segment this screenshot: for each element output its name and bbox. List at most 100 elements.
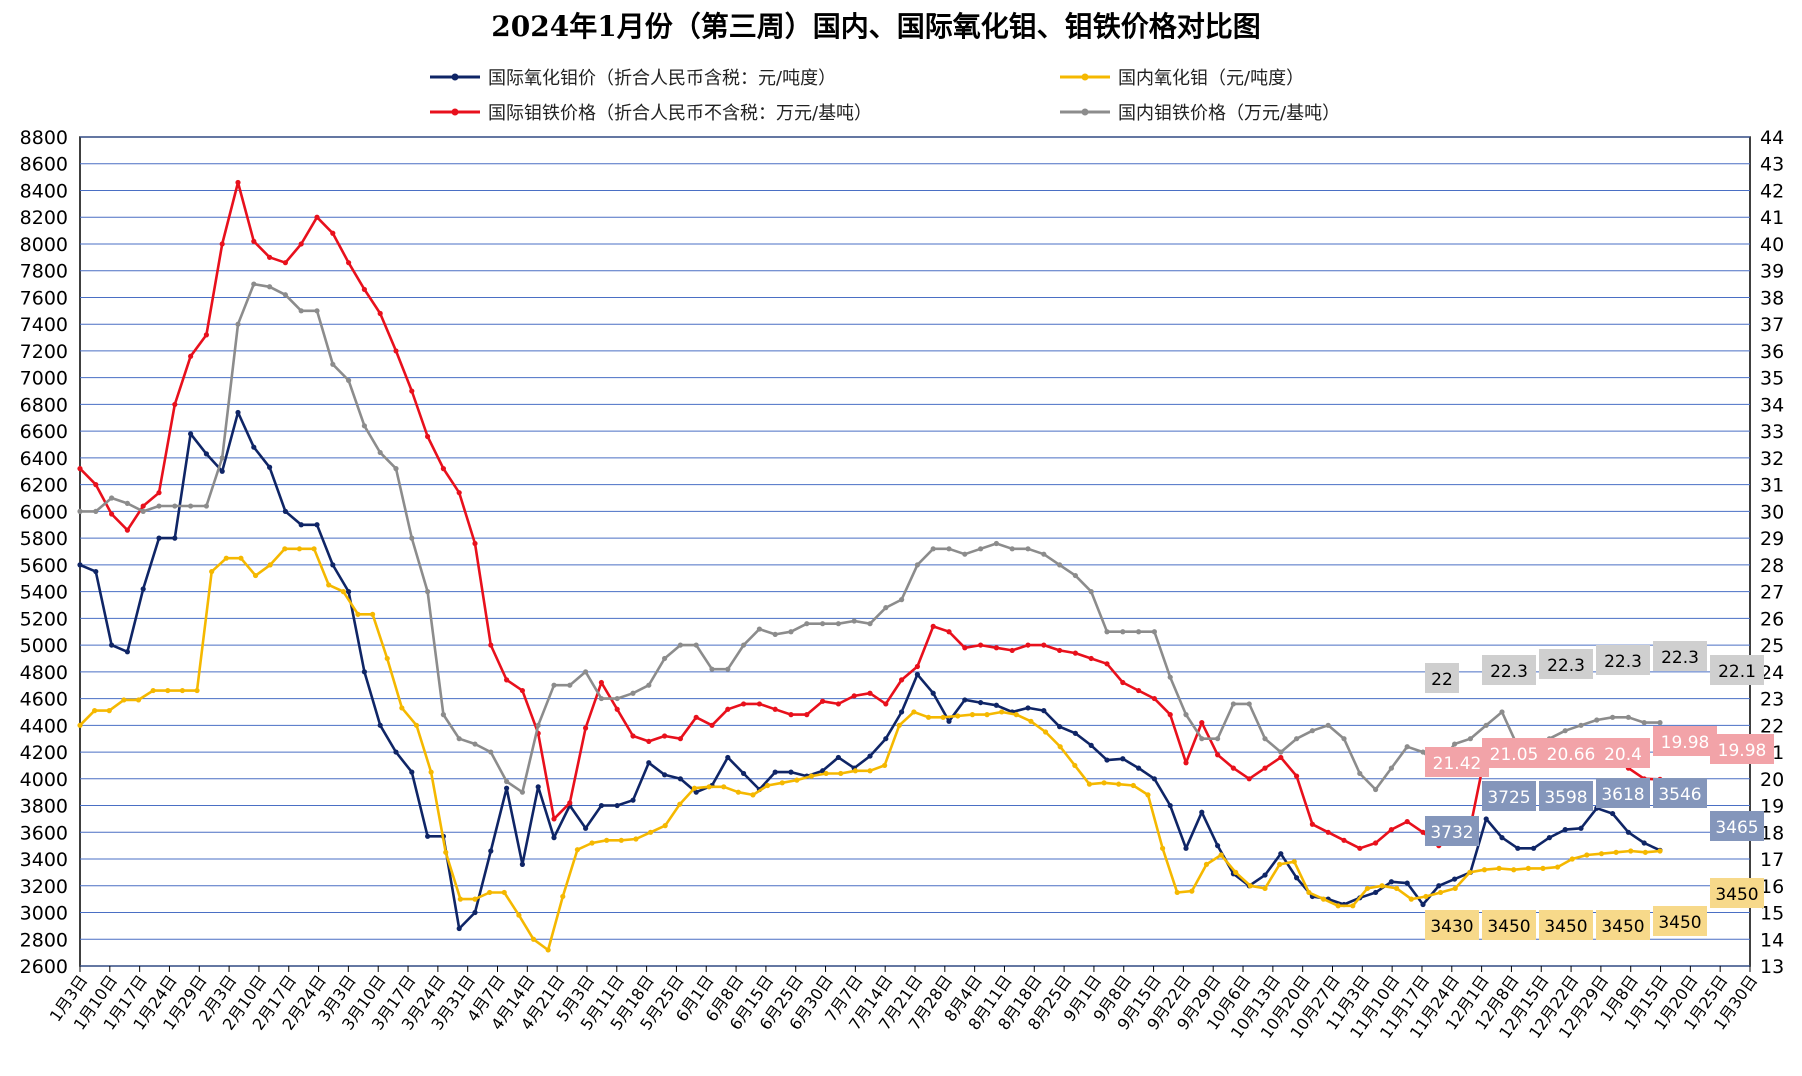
right-tick-label: 44	[1760, 127, 1784, 149]
data-point	[691, 785, 698, 791]
left-tick-label: 3800	[20, 796, 68, 818]
data-point	[725, 666, 731, 672]
data-point	[693, 714, 699, 720]
data-label: 3450	[1653, 906, 1707, 936]
data-point	[1041, 642, 1047, 648]
data-point	[1203, 861, 1210, 867]
data-point	[551, 682, 557, 688]
data-point	[551, 816, 557, 822]
data-point	[614, 802, 620, 809]
data-point	[235, 409, 241, 416]
data-point	[946, 546, 952, 552]
data-point	[1357, 770, 1363, 777]
data-point	[298, 522, 304, 528]
data-point	[472, 896, 478, 902]
data-point	[172, 401, 178, 408]
data-point	[993, 645, 1000, 651]
data-point	[1657, 848, 1663, 854]
left-tick-label: 5200	[20, 608, 68, 630]
data-label-text: 3618	[1601, 785, 1644, 805]
data-point	[425, 833, 431, 839]
data-point	[677, 776, 684, 782]
right-tick-label: 16	[1760, 876, 1784, 898]
data-point	[393, 749, 399, 755]
data-point	[519, 861, 526, 867]
right-tick-label: 20	[1760, 769, 1784, 791]
data-point	[156, 490, 162, 496]
data-point	[425, 589, 431, 595]
series-line	[79, 181, 1661, 850]
data-point	[1625, 714, 1631, 720]
data-point	[1130, 782, 1136, 789]
data-label-text: 22.3	[1490, 662, 1528, 682]
right-tick-label: 32	[1760, 448, 1784, 470]
data-point	[124, 649, 130, 655]
data-point	[883, 605, 889, 611]
data-point	[750, 792, 756, 798]
data-label-text: 3450	[1544, 917, 1587, 937]
data-point	[693, 642, 699, 648]
data-point	[899, 709, 905, 715]
data-point	[425, 433, 431, 440]
data-point	[1057, 562, 1063, 568]
legend-item: 国际氧化钼价（折合人民币含税：元/吨度）	[430, 68, 836, 89]
data-point	[567, 682, 573, 688]
data-point	[930, 546, 936, 552]
data-point	[969, 712, 976, 718]
right-tick-label: 40	[1760, 234, 1784, 256]
data-point	[1306, 889, 1312, 896]
data-point	[930, 690, 936, 696]
data-point	[519, 687, 526, 694]
left-tick-label: 3600	[20, 822, 68, 844]
left-tick-label: 6200	[20, 475, 68, 497]
data-point	[560, 893, 566, 900]
data-point	[1189, 888, 1195, 894]
data-point	[124, 527, 130, 533]
legend-item: 国内钼铁价格（万元/基吨）	[1060, 103, 1340, 124]
data-point	[109, 511, 115, 517]
data-point	[413, 722, 420, 728]
data-point	[340, 589, 346, 595]
data-point	[604, 837, 610, 843]
data-point	[188, 431, 194, 437]
data-point	[1151, 629, 1157, 635]
data-point	[1151, 776, 1157, 782]
data-point	[535, 722, 541, 728]
left-tick-label: 6400	[20, 448, 68, 470]
data-label-box	[1425, 816, 1479, 846]
data-point	[267, 562, 273, 568]
data-point	[662, 733, 668, 739]
left-tick-label: 6600	[20, 421, 68, 443]
data-label-text: 3546	[1658, 785, 1701, 805]
data-point	[203, 332, 209, 338]
data-label-text: 22.3	[1661, 648, 1699, 668]
data-point	[551, 835, 557, 841]
data-point	[140, 508, 146, 514]
data-point	[1072, 730, 1078, 736]
data-point	[1373, 889, 1379, 896]
data-label-text: 21.05	[1490, 745, 1539, 765]
data-point	[823, 770, 829, 777]
data-point	[1404, 880, 1410, 886]
data-label: 3546	[1653, 778, 1707, 808]
data-point	[883, 736, 889, 742]
data-point	[1388, 827, 1394, 833]
data-label-text: 3430	[1430, 917, 1473, 937]
data-label-text: 20.4	[1604, 745, 1642, 765]
data-label-text: 22	[1431, 670, 1453, 690]
data-point	[867, 753, 873, 759]
data-point	[1452, 876, 1458, 882]
right-tick-label: 39	[1760, 261, 1784, 283]
data-point	[535, 784, 541, 790]
data-point	[409, 388, 415, 394]
data-point	[488, 848, 494, 854]
left-tick-label: 4000	[20, 769, 68, 791]
data-point	[267, 254, 273, 260]
data-point	[1598, 851, 1605, 857]
data-point	[896, 722, 902, 728]
data-point	[1025, 705, 1031, 711]
data-point	[1025, 546, 1031, 552]
data-point	[567, 800, 573, 806]
data-point	[1364, 885, 1371, 892]
